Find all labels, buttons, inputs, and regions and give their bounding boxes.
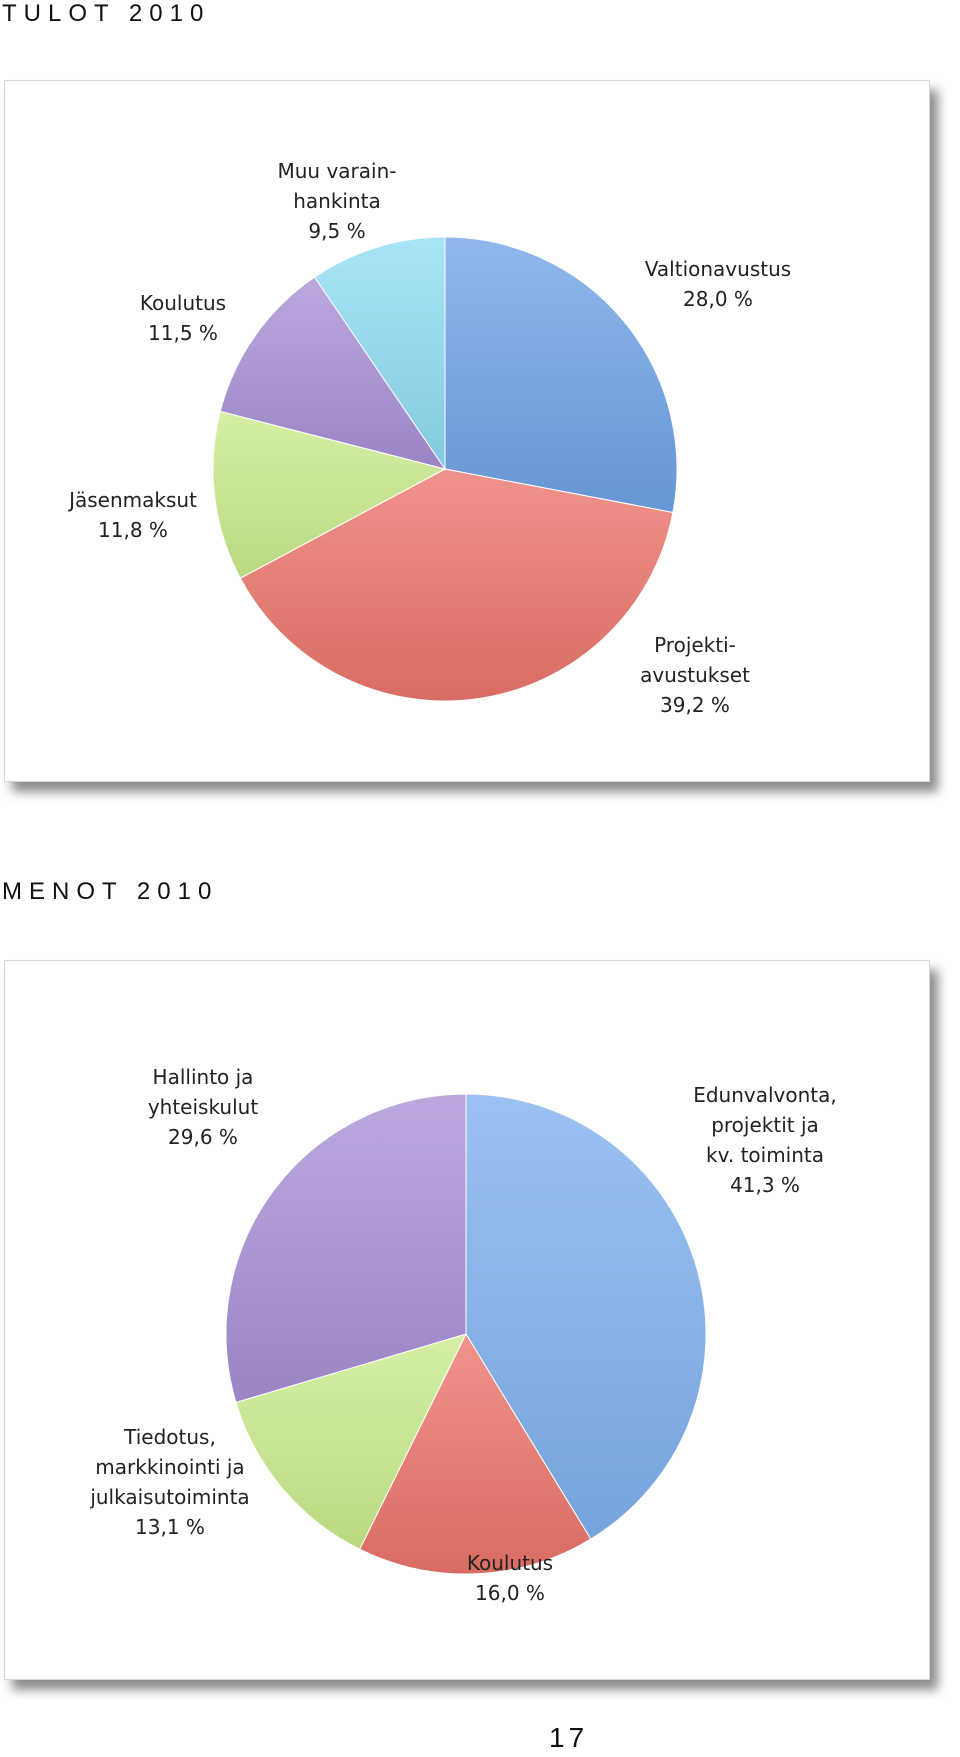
- slice-label: Edunvalvonta, projektit ja kv. toiminta 41,…: [693, 1083, 837, 1197]
- pie-slice-koulutus: [359, 1332, 592, 1575]
- slice-label: Hallinto ja yhteiskulut 29,6 %: [148, 1065, 259, 1149]
- pie-slice-edunvalvonta-projektit-ja-kv-toiminta: [465, 1093, 707, 1540]
- pie-slice-valtionavustus: [444, 236, 678, 514]
- income-section-title: TULOT 2010: [2, 0, 211, 27]
- page-number: 17: [549, 1722, 589, 1753]
- slice-label: Muu varain-hankinta 9,5 %: [278, 159, 397, 243]
- expenses-section-title: MENOT 2010: [2, 878, 219, 905]
- slice-label: Koulutus 11,5 %: [140, 291, 226, 345]
- slice-label: Koulutus 16,0 %: [467, 1551, 553, 1605]
- expenses-chart-panel: Edunvalvonta, projektit ja kv. toiminta 41,…: [4, 960, 930, 1680]
- slice-label: Valtionavustus 28,0 %: [645, 257, 791, 311]
- pie-slice-projektiavustukset: [239, 468, 674, 702]
- slice-label: Tiedotus, markkinointi ja julkaisutoiminta…: [89, 1425, 249, 1539]
- pie-slice-jäsenmaksut: [212, 410, 447, 579]
- pie-slice-tiedotus-markkinointi-ja-julkaisutoiminta: [235, 1333, 467, 1550]
- pie-slice-koulutus: [219, 276, 447, 470]
- income-chart-panel: Valtionavustus 28,0 % Projekti-avustukset 3…: [4, 80, 930, 782]
- slice-label: Projekti-avustukset 39,2 %: [640, 633, 750, 717]
- expenses-pie-chart: Edunvalvonta, projektit ja kv. toiminta 41,…: [89, 1065, 837, 1605]
- income-pie-chart: Valtionavustus 28,0 % Projekti-avustukset 3…: [67, 159, 791, 717]
- pie-slice-muu-varainhankinta: [313, 236, 446, 471]
- pie-slice-hallinto-ja-yhteiskulut: [225, 1093, 467, 1404]
- slice-label: Jäsenmaksut 11,8 %: [67, 488, 197, 542]
